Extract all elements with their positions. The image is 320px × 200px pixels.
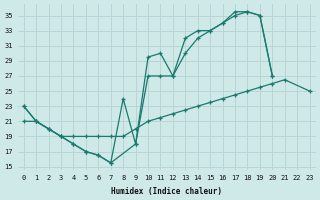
X-axis label: Humidex (Indice chaleur): Humidex (Indice chaleur) <box>111 187 222 196</box>
